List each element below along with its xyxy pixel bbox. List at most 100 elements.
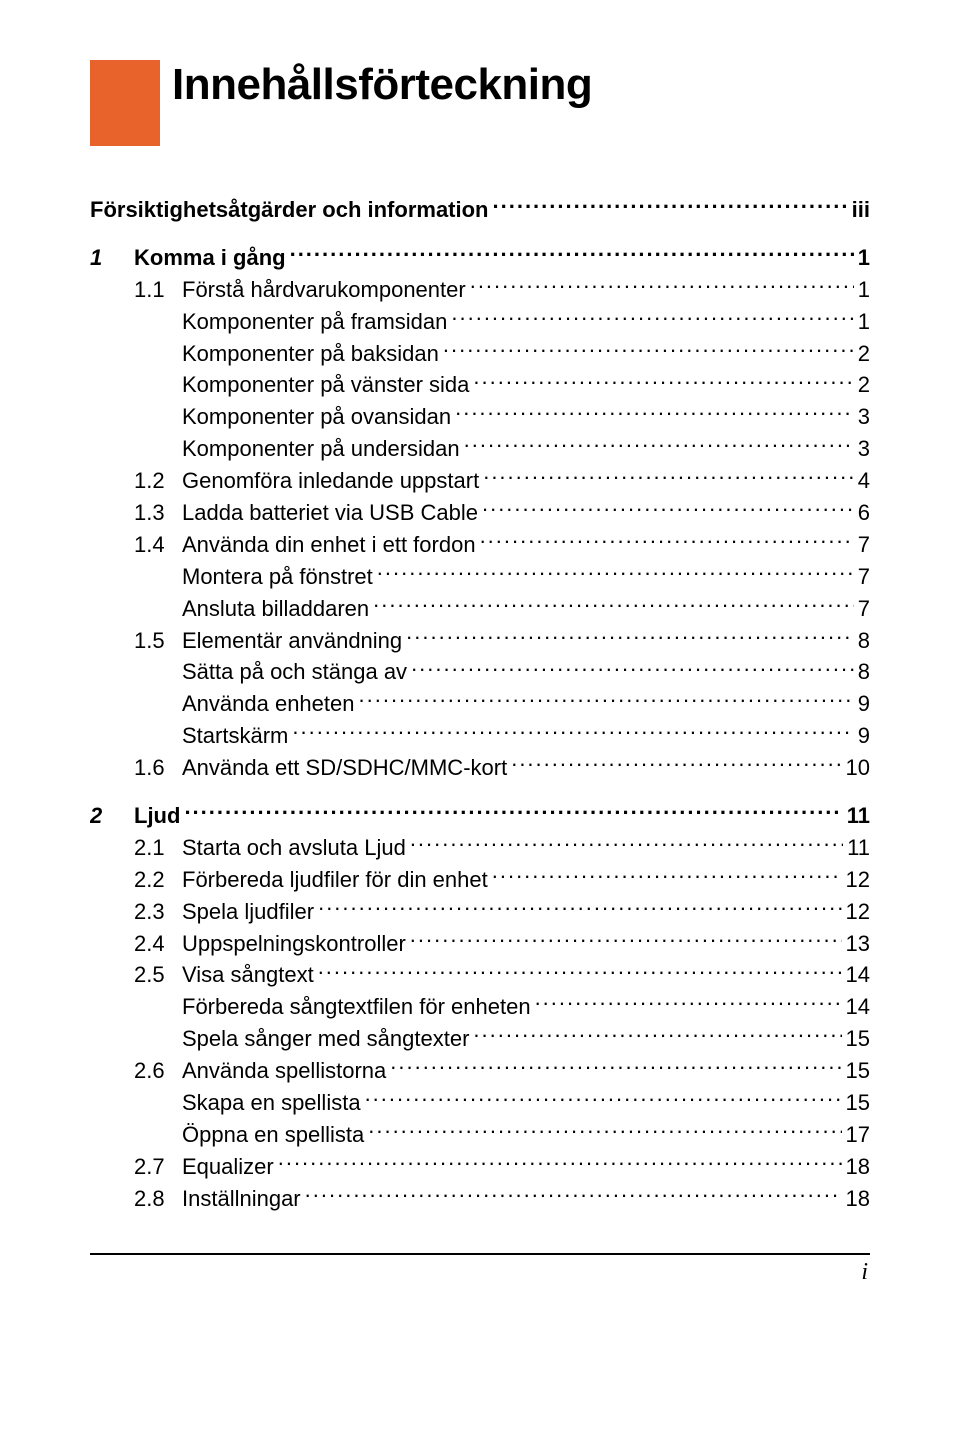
toc-entry: Öppna en spellista 17 <box>90 1119 870 1151</box>
toc-entry: 1Komma i gång 1 <box>90 242 870 274</box>
toc-entry: 2.6Använda spellistorna 15 <box>90 1055 870 1087</box>
toc-leader-dots <box>511 753 841 775</box>
toc-entry-page: 13 <box>846 928 870 960</box>
toc-entry-page: 11 <box>847 800 870 832</box>
toc-entry: 2.4Uppspelningskontroller 13 <box>90 928 870 960</box>
toc-entry: Använda enheten 9 <box>90 688 870 720</box>
toc-entry-label: Spela sånger med sångtexter <box>182 1023 469 1055</box>
toc-leader-dots <box>473 370 853 392</box>
toc-entry-number: 2.3 <box>134 896 182 928</box>
toc-entry: 1.1Förstå hårdvarukomponenter 1 <box>90 274 870 306</box>
toc-entry-page: 2 <box>858 338 870 370</box>
toc-entry-label: Genomföra inledande uppstart <box>182 465 479 497</box>
toc-entry-page: 7 <box>858 593 870 625</box>
toc-entry-page: 18 <box>846 1183 870 1215</box>
toc-leader-dots <box>464 434 854 456</box>
toc-entry-page: iii <box>852 194 870 226</box>
toc-entry: 1.6Använda ett SD/SDHC/MMC-kort 10 <box>90 752 870 784</box>
toc-leader-dots <box>493 195 848 217</box>
toc-entry-page: 11 <box>847 832 870 864</box>
toc-entry-page: 3 <box>858 401 870 433</box>
toc-entry-label: Spela ljudfiler <box>182 896 314 928</box>
toc-entry-label: Försiktighetsåtgärder och information <box>90 194 489 226</box>
toc-entry: 2.5Visa sångtext 14 <box>90 959 870 991</box>
toc-entry-number: 1.4 <box>134 529 182 561</box>
toc-entry-number: 2.1 <box>134 832 182 864</box>
toc-entry-label: Starta och avsluta Ljud <box>182 832 406 864</box>
toc-entry: 2.8Inställningar 18 <box>90 1183 870 1215</box>
toc-leader-dots <box>455 402 854 424</box>
toc-entry-page: 14 <box>846 991 870 1023</box>
toc-entry-label: Komma i gång <box>134 242 286 274</box>
toc-leader-dots <box>368 1120 841 1142</box>
toc-entry-label: Equalizer <box>182 1151 274 1183</box>
toc-entry-number: 2.8 <box>134 1183 182 1215</box>
toc-entry-number: 1 <box>90 242 134 274</box>
toc-entry-page: 6 <box>858 497 870 529</box>
toc-entry-label: Komponenter på ovansidan <box>182 401 451 433</box>
title-row: Innehållsförteckning <box>90 60 870 146</box>
toc-entry-page: 1 <box>858 242 870 274</box>
toc-entry: 1.2Genomföra inledande uppstart 4 <box>90 465 870 497</box>
toc-entry-page: 7 <box>858 561 870 593</box>
toc-entry-label: Komponenter på framsidan <box>182 306 447 338</box>
toc-entry-number: 2 <box>90 800 134 832</box>
toc-leader-dots <box>292 721 853 743</box>
toc-entry-page: 12 <box>846 864 870 896</box>
page-number: i <box>90 1259 870 1286</box>
toc-entry-number: 2.2 <box>134 864 182 896</box>
toc-entry-label: Montera på fönstret <box>182 561 373 593</box>
toc-entry-page: 7 <box>858 529 870 561</box>
toc-leader-dots <box>318 897 841 919</box>
footer-rule <box>90 1253 870 1255</box>
toc-leader-dots <box>318 960 842 982</box>
toc-entry-label: Använda ett SD/SDHC/MMC-kort <box>182 752 507 784</box>
toc-entry: 2.7Equalizer 18 <box>90 1151 870 1183</box>
toc-entry-label: Använda enheten <box>182 688 355 720</box>
toc-entry-page: 17 <box>846 1119 870 1151</box>
toc-entry-page: 14 <box>846 959 870 991</box>
toc-entry: Komponenter på baksidan 2 <box>90 338 870 370</box>
toc-entry: 1.5Elementär användning 8 <box>90 625 870 657</box>
document-page: Innehållsförteckning Försiktighetsåtgärd… <box>0 0 960 1433</box>
toc-entry-page: 10 <box>846 752 870 784</box>
page-title: Innehållsförteckning <box>172 60 592 108</box>
toc-leader-dots <box>373 594 854 616</box>
toc-entry: Komponenter på vänster sida 2 <box>90 369 870 401</box>
toc-entry-number: 1.1 <box>134 274 182 306</box>
toc-entry-label: Visa sångtext <box>182 959 314 991</box>
toc-leader-dots <box>390 1056 841 1078</box>
toc-entry-page: 1 <box>858 274 870 306</box>
toc-entry-label: Använda spellistorna <box>182 1055 386 1087</box>
toc-leader-dots <box>443 339 854 361</box>
toc-leader-dots <box>492 865 842 887</box>
toc-leader-dots <box>377 562 854 584</box>
toc-entry-number: 1.5 <box>134 625 182 657</box>
toc-entry: Komponenter på framsidan 1 <box>90 306 870 338</box>
toc-entry-label: Ljud <box>134 800 180 832</box>
toc-leader-dots <box>473 1024 841 1046</box>
toc-entry: 2Ljud 11 <box>90 800 870 832</box>
toc-entry-label: Sätta på och stänga av <box>182 656 407 688</box>
toc-entry-number: 2.7 <box>134 1151 182 1183</box>
toc-leader-dots <box>359 689 854 711</box>
toc-leader-dots <box>535 992 842 1014</box>
toc-entry-page: 12 <box>846 896 870 928</box>
toc-leader-dots <box>411 657 854 679</box>
toc-entry-label: Skapa en spellista <box>182 1087 361 1119</box>
toc-entry-number: 2.5 <box>134 959 182 991</box>
toc-entry-label: Komponenter på vänster sida <box>182 369 469 401</box>
toc-entry-label: Använda din enhet i ett fordon <box>182 529 476 561</box>
toc-entry-page: 1 <box>858 306 870 338</box>
toc-leader-dots <box>278 1152 842 1174</box>
toc-entry-page: 8 <box>858 656 870 688</box>
toc-entry: Sätta på och stänga av 8 <box>90 656 870 688</box>
toc-entry-page: 18 <box>846 1151 870 1183</box>
toc-entry: Komponenter på undersidan 3 <box>90 433 870 465</box>
toc-entry-number: 2.6 <box>134 1055 182 1087</box>
toc-entry-number: 1.6 <box>134 752 182 784</box>
toc-entry-label: Elementär användning <box>182 625 402 657</box>
toc-entry: 2.3Spela ljudfiler 12 <box>90 896 870 928</box>
toc-entry: Spela sånger med sångtexter 15 <box>90 1023 870 1055</box>
toc-entry-page: 15 <box>846 1087 870 1119</box>
